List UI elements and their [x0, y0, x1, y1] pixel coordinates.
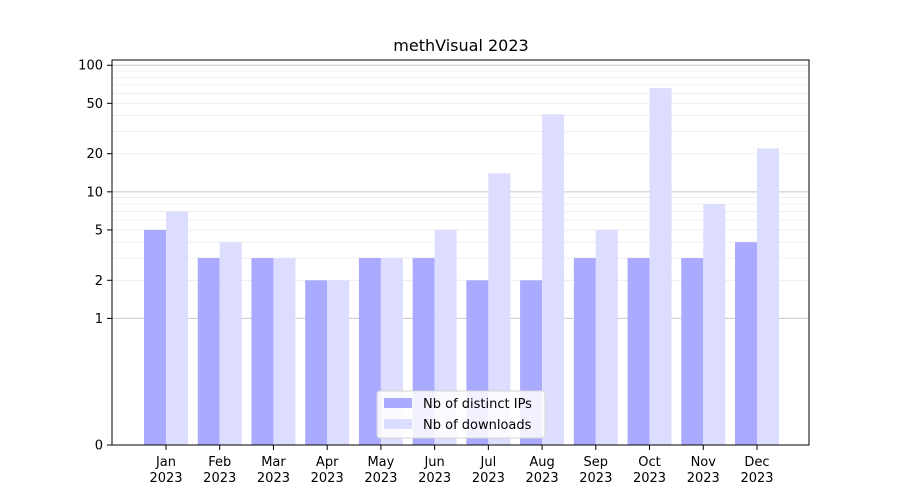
- x-tick-label-year: 2023: [633, 471, 666, 486]
- x-tick-label-year: 2023: [579, 471, 612, 486]
- bar-distinct-ips-feb: [197, 258, 220, 445]
- y-tick-label: 10: [86, 185, 103, 200]
- y-tick-label: 2: [95, 274, 103, 289]
- x-tick-label-month: Jan: [155, 455, 176, 470]
- bar-distinct-ips-oct: [627, 258, 650, 445]
- y-tick-label: 50: [86, 97, 103, 112]
- x-tick-label-year: 2023: [364, 471, 397, 486]
- x-tick-label-year: 2023: [472, 471, 505, 486]
- legend-label: Nb of downloads: [423, 418, 532, 433]
- legend-swatch: [384, 419, 412, 429]
- chart-title: methVisual 2023: [393, 36, 528, 55]
- gridlines: [112, 64, 809, 319]
- legend: Nb of distinct IPs Nb of downloads: [376, 390, 546, 439]
- x-tick-label-month: Oct: [638, 455, 660, 470]
- x-tick-label-year: 2023: [311, 471, 344, 486]
- y-tick-label: 20: [86, 147, 103, 162]
- x-axis: Jan2023Feb2023Mar2023Apr2023May2023Jun20…: [149, 445, 774, 486]
- bar-downloads-feb: [219, 242, 242, 445]
- bar-distinct-ips-jan: [144, 229, 166, 445]
- x-tick-label-year: 2023: [418, 471, 451, 486]
- bar-distinct-ips-apr: [305, 280, 328, 445]
- bar-downloads-dec: [757, 148, 779, 445]
- x-tick-label-month: Feb: [208, 455, 231, 470]
- x-tick-label-month: May: [367, 455, 394, 470]
- bar-distinct-ips-mar: [251, 258, 274, 445]
- y-axis: 0 1 2 5 10 20 50 100: [78, 59, 112, 454]
- x-tick-label-year: 2023: [203, 471, 236, 486]
- bar-downloads-jul: [488, 173, 511, 445]
- bar-distinct-ips-nov: [681, 258, 704, 445]
- bar-downloads-aug: [542, 114, 565, 445]
- bar-downloads-jan: [166, 211, 188, 445]
- x-tick-label-month: Aug: [529, 455, 554, 470]
- y-tick-label: 1: [95, 312, 103, 327]
- x-tick-label-month: Mar: [261, 455, 286, 470]
- bar-downloads-oct: [649, 88, 672, 445]
- legend-label: Nb of distinct IPs: [423, 397, 532, 412]
- bar-distinct-ips-dec: [735, 242, 757, 445]
- x-tick-label-month: Sep: [584, 455, 609, 470]
- x-tick-label-year: 2023: [740, 471, 773, 486]
- x-tick-label-month: Apr: [316, 455, 339, 470]
- x-tick-label-year: 2023: [526, 471, 559, 486]
- x-tick-label-year: 2023: [149, 471, 182, 486]
- y-tick-label: 5: [95, 223, 103, 238]
- bar-downloads-sep: [595, 229, 618, 445]
- y-tick-label: 100: [78, 59, 103, 74]
- x-tick-label-month: Nov: [691, 455, 717, 470]
- y-tick-label: 0: [95, 439, 103, 454]
- x-tick-label-month: Dec: [744, 455, 769, 470]
- x-tick-label-month: Jun: [423, 455, 444, 470]
- x-tick-label-year: 2023: [257, 471, 290, 486]
- x-tick-label-month: Jul: [480, 455, 497, 470]
- x-tick-label-year: 2023: [687, 471, 720, 486]
- legend-box: [376, 390, 546, 439]
- bar-downloads-nov: [703, 204, 726, 445]
- bar-distinct-ips-may: [358, 258, 381, 445]
- plot-frame: [111, 59, 810, 446]
- bar-downloads-mar: [273, 258, 296, 445]
- legend-swatch: [384, 398, 412, 408]
- bar-distinct-ips-sep: [573, 258, 596, 445]
- bar-downloads-apr: [327, 280, 350, 445]
